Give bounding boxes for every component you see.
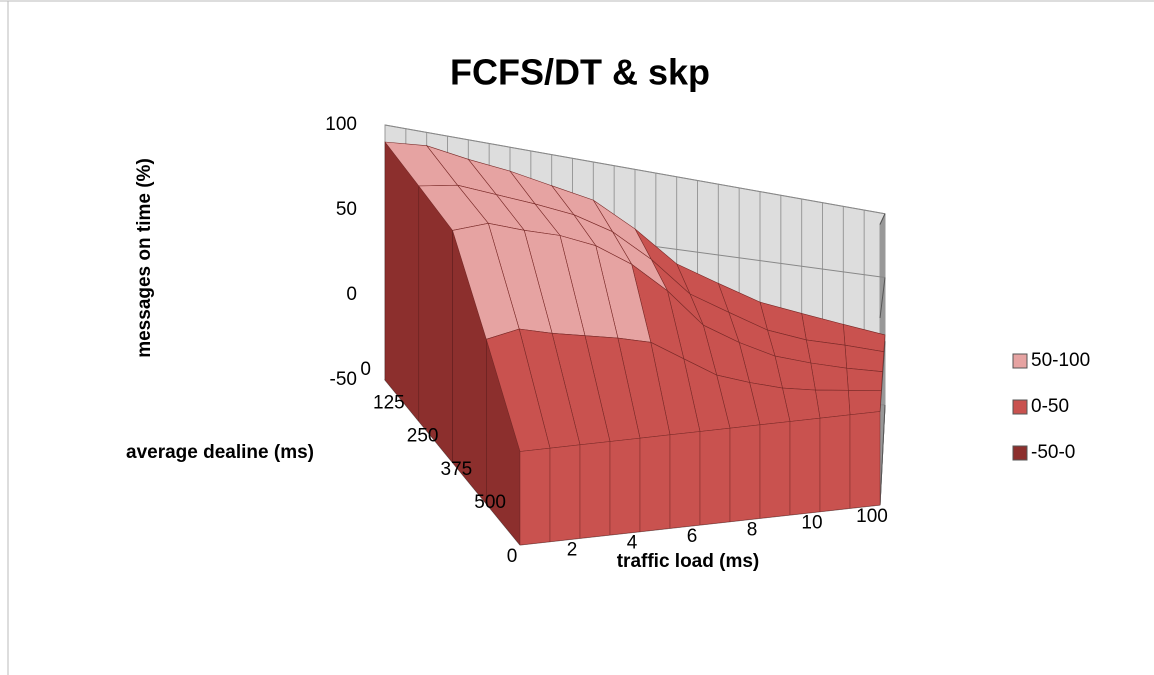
depth-tick-label: 500 [474,492,506,513]
depth-tick-label: 125 [373,392,405,413]
surface-front [549,444,581,542]
x-tick-label: 4 [627,533,638,554]
surface-front [639,434,671,532]
surface-front [519,447,551,546]
x-tick-label: 8 [747,519,758,540]
z-axis-label: messages on time (%) [134,158,155,358]
surface-cell [846,367,883,391]
surface-front [669,431,701,529]
surface-front [579,441,611,539]
z-tick-label: 0 [346,284,357,305]
grid-line [384,124,886,215]
surface-front [699,427,731,526]
surface-front [789,417,821,516]
surface-front [819,414,851,512]
depth-tick-label: 375 [441,459,473,480]
legend-swatch [1012,445,1028,461]
surface-front [849,411,881,509]
surface-side [418,185,453,464]
grid-line [879,277,886,319]
x-tick-label: 0 [507,546,518,567]
surface-side [384,141,420,423]
depth-axis-label: average dealine (ms) [126,442,314,463]
z-tick-label: 50 [336,199,357,220]
x-tick-label: 100 [856,506,888,527]
x-axis-label: traffic load (ms) [617,551,760,572]
grid-line [879,404,886,506]
grid-line [879,213,886,225]
legend-swatch [1012,399,1028,415]
surface-front [759,421,791,519]
legend-swatch [1012,353,1028,369]
chart-title: FCFS/DT & skp [450,52,710,93]
z-tick-label: -50 [330,369,357,390]
depth-tick-label: 250 [407,426,439,447]
legend-label: 0-50 [1031,396,1069,417]
legend-label: 50-100 [1031,350,1090,371]
depth-tick-label: 0 [360,359,371,380]
legend-label: -50-0 [1031,442,1075,463]
z-tick-label: 100 [325,114,357,135]
x-tick-label: 6 [687,526,698,547]
surface-cell [815,389,851,419]
surface-cell [847,389,882,416]
surface-front [609,437,641,536]
surface-front [729,424,761,522]
x-tick-label: 10 [801,513,822,534]
x-tick-label: 2 [567,539,578,560]
